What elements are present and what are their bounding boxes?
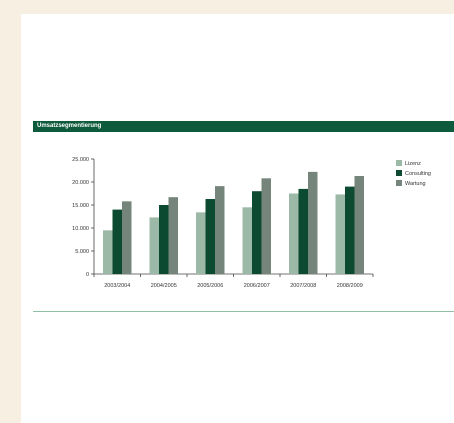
legend-swatch-wartung — [396, 180, 402, 186]
x-tick-label: 2004/2005 — [151, 283, 177, 289]
legend-label-consulting: Consulting — [405, 171, 431, 177]
legend-label-wartung: Wartung — [405, 181, 426, 187]
bar-wartung-2007-2008 — [308, 171, 318, 274]
bar-lizenz-2008-2009 — [335, 194, 345, 274]
report-page: Umsatzsegmentierung 25.000 20.000 15.000 10… — [21, 14, 454, 423]
x-tick-label: 2006/2007 — [244, 283, 270, 289]
bar-consulting-2007-2008 — [298, 188, 308, 274]
x-tick-label: 2007/2008 — [290, 283, 316, 289]
bar-consulting-2005-2006 — [205, 199, 215, 274]
legend-label-lizenz: Lizenz — [405, 161, 421, 167]
bar-lizenz-2007-2008 — [289, 193, 299, 274]
x-tick-label: 2005/2006 — [197, 283, 223, 289]
bar-wartung-2006-2007 — [261, 178, 271, 274]
x-tick-label: 2008/2009 — [337, 283, 363, 289]
bar-consulting-2006-2007 — [252, 191, 262, 274]
x-tick-label: 2003/2004 — [104, 283, 130, 289]
y-tick-label: 10.000 — [72, 226, 89, 232]
bar-wartung-2004-2005 — [168, 197, 178, 274]
bar-consulting-2004-2005 — [159, 205, 169, 274]
bar-wartung-2008-2009 — [354, 176, 364, 274]
bar-lizenz-2003-2004 — [103, 230, 113, 274]
y-tick-label: 0 — [86, 272, 89, 278]
bar-wartung-2003-2004 — [122, 201, 132, 274]
bar-wartung-2005-2006 — [215, 186, 225, 274]
bar-consulting-2003-2004 — [112, 209, 122, 274]
bar-consulting-2008-2009 — [345, 186, 355, 274]
y-tick-label: 15.000 — [72, 203, 89, 209]
bar-lizenz-2006-2007 — [242, 207, 252, 274]
section-title-bar: Umsatzsegmentierung — [33, 121, 454, 132]
legend-swatch-consulting — [396, 170, 402, 176]
bar-chart: 25.000 20.000 15.000 10.000 5.000 0 2003/2004 2… — [72, 157, 431, 289]
bar-lizenz-2004-2005 — [149, 217, 159, 274]
legend-swatch-lizenz — [396, 160, 402, 166]
y-tick-label: 25.000 — [72, 157, 89, 163]
y-tick-label: 5.000 — [75, 249, 89, 255]
y-tick-label: 20.000 — [72, 180, 89, 186]
divider-rule — [33, 311, 454, 312]
bar-lizenz-2005-2006 — [196, 212, 206, 274]
